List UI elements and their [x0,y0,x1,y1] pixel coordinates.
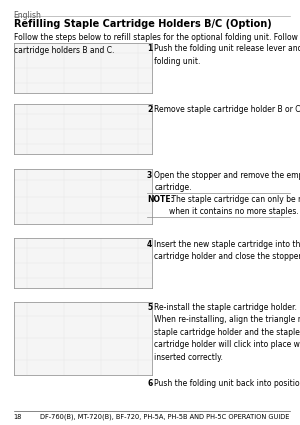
Text: Follow the steps below to refill staples for the optional folding unit. Follow t: Follow the steps below to refill staples… [14,33,300,55]
Text: Open the stopper and remove the empty staple
cartridge.: Open the stopper and remove the empty st… [154,171,300,193]
Text: 4: 4 [147,240,152,249]
Text: NOTE:: NOTE: [147,195,174,204]
Text: Push the folding unit release lever and pull out the
folding unit.: Push the folding unit release lever and … [154,44,300,66]
Text: Refilling Staple Cartridge Holders B/C (Option): Refilling Staple Cartridge Holders B/C (… [14,19,271,29]
Text: Remove staple cartridge holder B or C.: Remove staple cartridge holder B or C. [154,105,300,114]
Text: Insert the new staple cartridge into the staple
cartridge holder and close the s: Insert the new staple cartridge into the… [154,240,300,261]
Text: Re-install the staple cartridge holder.: Re-install the staple cartridge holder. [154,303,297,312]
Text: 5: 5 [147,303,152,312]
Text: 18: 18 [14,414,22,420]
Text: English: English [14,11,41,20]
Text: 1: 1 [147,44,152,53]
Text: The staple cartridge can only be removed
when it contains no more staples.: The staple cartridge can only be removed… [169,195,300,216]
Text: Push the folding unit back into position.: Push the folding unit back into position… [154,379,300,388]
Text: 2: 2 [147,105,152,114]
Text: DF-760(B), MT-720(B), BF-720, PH-5A, PH-5B AND PH-5C OPERATION GUIDE: DF-760(B), MT-720(B), BF-720, PH-5A, PH-… [40,414,290,420]
Text: 3: 3 [147,171,152,180]
Text: 6: 6 [147,379,152,388]
Text: When re-installing, align the triangle marks on the
staple cartridge holder and : When re-installing, align the triangle m… [154,315,300,362]
